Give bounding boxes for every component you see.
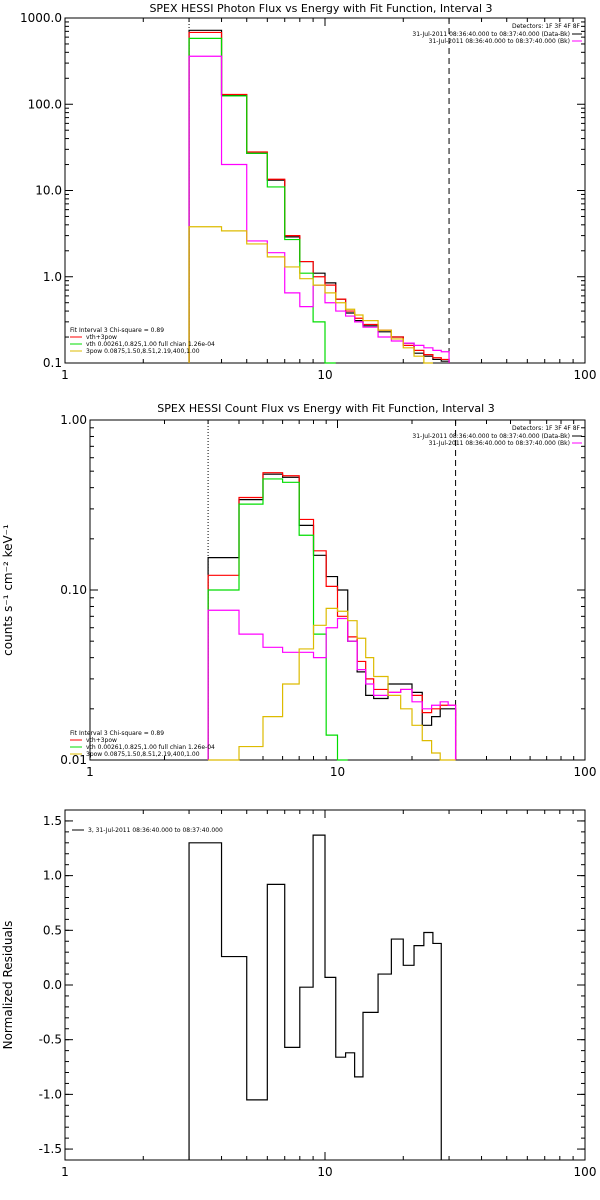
y-tick-label: 1000.0 xyxy=(20,11,62,25)
y-tick-label: -0.5 xyxy=(39,1033,62,1047)
y-tick-label: 100.0 xyxy=(28,97,62,111)
count-flux-axis-ticks: 1 10 100 0.01 0.10 1.00 xyxy=(60,413,596,779)
photon-flux-panel: SPEX HESSI Photon Flux vs Energy with Fi… xyxy=(20,2,596,382)
x-tick-label: 10 xyxy=(330,765,345,779)
series-0-line xyxy=(188,834,442,1160)
fit-total-label: vth+3pow xyxy=(86,737,117,744)
residuals-series xyxy=(188,834,442,1160)
count-flux-fit-legend: Fit Interval 3 Chi-square = 0.89 vth+3po… xyxy=(70,730,215,758)
series-0-line xyxy=(188,29,450,363)
y-tick-label: 0.01 xyxy=(60,753,87,767)
residuals-panel: Normalized Residuals 1 10 100 -1.5 -1.0 -0.5 0… xyxy=(1,809,597,1179)
photon-flux-plot-frame xyxy=(64,17,586,364)
count-flux-title: SPEX HESSI Count Flux vs Energy with Fit… xyxy=(157,402,494,415)
y-tick-label: 0.10 xyxy=(60,583,87,597)
residuals-legend-label: 3, 31-Jul-2011 08:36:40.000 to 08:37:40.… xyxy=(88,827,223,834)
3pow-label: 3pow 0.0875,1.50,8.51,2.19,400,1.00 xyxy=(86,751,200,758)
y-tick-label: -1.0 xyxy=(39,1087,62,1101)
series-2-line xyxy=(207,478,348,761)
y-tick-label: 0.5 xyxy=(43,923,62,937)
residuals-axis-ticks: 1 10 100 -1.5 -1.0 -0.5 0.0 0.5 1.0 1.5 xyxy=(39,810,597,1179)
series-1-line xyxy=(188,31,450,363)
photon-flux-axis-ticks: 1 10 100 0.1 1.0 10.0 100.0 1000.0 xyxy=(20,11,596,382)
photon-flux-fit-legend: Fit Interval 3 Chi-square = 0.89 vth+3po… xyxy=(70,327,215,355)
photon-flux-title: SPEX HESSI Photon Flux vs Energy with Fi… xyxy=(149,2,492,15)
fit-interval-label: Fit Interval 3 Chi-square = 0.89 xyxy=(70,730,164,737)
residuals-ylabel: Normalized Residuals xyxy=(1,921,15,1050)
series-4-line xyxy=(188,226,433,364)
vth-label: vth 0.00261,0.825,1.00 full chian 1.26e-… xyxy=(86,744,215,751)
series-1-line xyxy=(207,472,457,760)
detectors-label: Detectors: 1F 3F 4F 8F xyxy=(512,23,581,30)
data-bk-label: 31-Jul-2011 08:36:40.000 to 08:37:40.000… xyxy=(412,31,570,38)
x-tick-label: 1 xyxy=(86,765,94,779)
count-flux-series xyxy=(207,420,457,761)
series-0-line xyxy=(207,473,457,760)
detectors-label: Detectors: 1F 3F 4F 8F xyxy=(512,425,581,432)
x-tick-label: 1 xyxy=(61,368,69,382)
y-tick-label: 1.00 xyxy=(60,413,87,427)
series-4-line xyxy=(208,607,456,761)
series-3-line xyxy=(207,609,457,760)
vth-label: vth 0.00261,0.825,1.00 full chian 1.26e-… xyxy=(86,341,215,348)
photon-flux-series xyxy=(188,18,450,364)
series-3-line xyxy=(188,55,450,363)
x-tick-label: 100 xyxy=(574,765,597,779)
fit-total-label: vth+3pow xyxy=(86,334,117,341)
y-tick-label: 1.5 xyxy=(43,814,62,828)
y-tick-label: 10.0 xyxy=(35,184,62,198)
x-tick-label: 10 xyxy=(317,368,332,382)
count-flux-ylabel: counts s⁻¹ cm⁻² keV⁻¹ xyxy=(1,524,15,656)
y-tick-label: 1.0 xyxy=(43,270,62,284)
photon-flux-legend: Detectors: 1F 3F 4F 8F 31-Jul-2011 08:36… xyxy=(412,23,582,45)
residuals-legend: 3, 31-Jul-2011 08:36:40.000 to 08:37:40.… xyxy=(72,827,223,834)
y-tick-label: 1.0 xyxy=(43,869,62,883)
series-2-line xyxy=(188,37,336,364)
x-tick-label: 100 xyxy=(574,1165,597,1179)
bk-label: 31-Jul-2011 08:36:40.000 to 08:37:40.000… xyxy=(429,440,570,447)
bk-label: 31-Jul-2011 08:36:40.000 to 08:37:40.000… xyxy=(429,38,570,45)
fit-interval-label: Fit Interval 3 Chi-square = 0.89 xyxy=(70,327,164,334)
count-flux-panel: SPEX HESSI Count Flux vs Energy with Fit… xyxy=(1,402,596,779)
3pow-label: 3pow 0.0875,1.50,8.51,2.19,400,1.00 xyxy=(86,348,200,355)
count-flux-legend: Detectors: 1F 3F 4F 8F 31-Jul-2011 08:36… xyxy=(412,425,582,447)
data-bk-label: 31-Jul-2011 08:36:40.000 to 08:37:40.000… xyxy=(412,433,570,440)
y-tick-label: 0.1 xyxy=(43,356,62,370)
x-tick-label: 10 xyxy=(317,1165,332,1179)
x-tick-label: 1 xyxy=(61,1165,69,1179)
y-tick-label: 0.0 xyxy=(43,978,62,992)
y-tick-label: -1.5 xyxy=(39,1142,62,1156)
x-tick-label: 100 xyxy=(574,368,597,382)
